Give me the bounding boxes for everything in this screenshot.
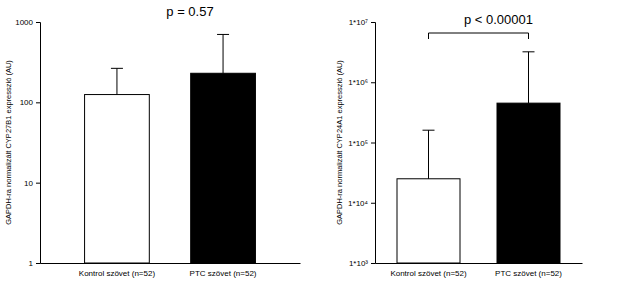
y-tick-mark: [371, 82, 375, 83]
error-line: [528, 52, 529, 103]
error-line: [116, 68, 117, 94]
plot-area: [397, 52, 560, 263]
y-tick: 1*10⁴: [348, 199, 375, 208]
error-cap: [217, 34, 229, 35]
y-axis-line: [371, 23, 376, 264]
y-tick-mark: [371, 143, 375, 144]
x-tick-label: PTC szövet (n=52): [495, 269, 562, 278]
y-tick-label: 1*10⁵: [348, 139, 368, 148]
title: p = 0.57: [166, 4, 213, 19]
y-tick-label: 1*10⁴: [348, 199, 368, 208]
x-axis: Kontrol szövet (n=52) PTC szövet (n=52): [41, 263, 301, 278]
error-line: [223, 34, 224, 73]
figure: 1 10 100 1000 Kontrol szövet (n=52) PTC szöve…: [0, 0, 636, 286]
x-axis: Kontrol szövet (n=52) PTC szövet (n=52): [376, 263, 583, 278]
y-tick: 1*10³: [349, 259, 375, 268]
y-tick-mark: [371, 22, 375, 23]
chart: 1 10 100 1000 Kontrol szövet (n=52) PTC szöve…: [4, 4, 301, 278]
y-tick-label: 1000: [15, 18, 33, 27]
y-tick: 1000: [15, 18, 40, 27]
error-bar: [423, 130, 435, 179]
y-tick-label: 100: [20, 98, 34, 107]
x-tick-label: Kontrol szövet (n=52): [79, 269, 156, 278]
y-tick-label: 1: [29, 259, 34, 268]
x-tick: Kontrol szövet (n=52): [79, 263, 156, 278]
error-cap: [523, 51, 535, 52]
x-tick-label: PTC szövet (n=52): [190, 269, 257, 278]
x-tick: PTC szövet (n=52): [190, 263, 257, 278]
y-axis-title: GAPDH-ra normalizált CYP24A1 expresszió …: [335, 60, 344, 225]
y-tick-mark: [36, 102, 40, 103]
x-tick-label: Kontrol szövet (n=52): [390, 269, 467, 278]
y-axis: 1 10 100 1000: [15, 18, 40, 268]
y-tick: 1*10⁷: [349, 18, 375, 27]
x-axis-line: [41, 263, 301, 264]
error-bar: [111, 68, 123, 94]
y-tick-mark: [36, 183, 40, 184]
error-bar: [217, 34, 229, 73]
bar: [497, 103, 560, 263]
significance-bracket: [429, 33, 529, 39]
y-tick-label: 10: [24, 179, 33, 188]
y-tick-mark: [371, 203, 375, 204]
error-line: [428, 130, 429, 179]
plot-area: [85, 34, 256, 263]
error-cap: [111, 68, 123, 69]
error-bar: [523, 52, 535, 103]
y-tick: 1: [29, 259, 40, 268]
y-axis: 1*10³ 1*10⁴ 1*10⁵ 1*10⁶ 1*10⁷: [348, 18, 375, 268]
y-tick: 1*10⁵: [348, 139, 375, 148]
x-tick: Kontrol szövet (n=52): [390, 263, 467, 278]
y-tick-label: 1*10⁶: [348, 78, 368, 87]
y-tick-mark: [371, 263, 375, 264]
y-tick: 100: [20, 98, 40, 107]
bar: [85, 95, 150, 263]
y-tick-label: 1*10⁷: [349, 18, 368, 27]
bar: [397, 179, 460, 263]
chart: 1*10³ 1*10⁴ 1*10⁵ 1*10⁶ 1*10⁷ Kontrol szövet …: [335, 12, 583, 278]
y-tick: 1*10⁶: [348, 78, 375, 87]
x-axis-line: [376, 263, 583, 264]
y-tick-label: 1*10³: [349, 259, 368, 268]
y-axis-title: GAPDH-ra normalizált CYP27B1 expresszió …: [4, 60, 13, 225]
bar: [191, 73, 256, 263]
y-axis-line: [36, 23, 41, 264]
error-cap: [423, 130, 435, 131]
y-tick-mark: [36, 22, 40, 23]
annotation: p < 0.00001: [464, 12, 533, 27]
x-tick: PTC szövet (n=52): [495, 263, 562, 278]
y-tick-mark: [36, 263, 40, 264]
y-tick: 10: [24, 179, 40, 188]
